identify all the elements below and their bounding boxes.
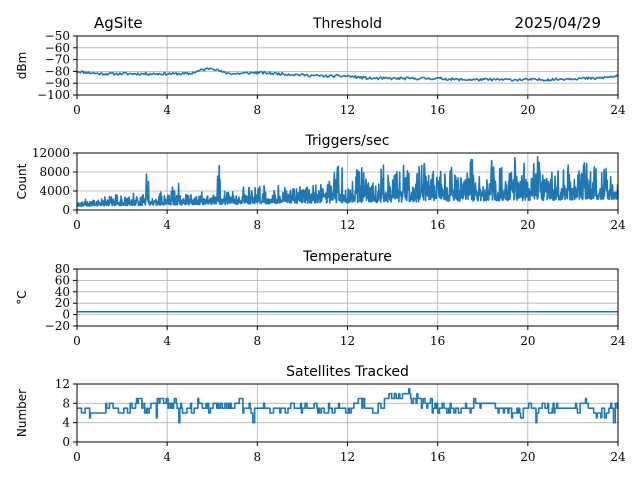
- y-axis-label: Number: [15, 389, 29, 437]
- y-tick-label: 12: [55, 377, 70, 391]
- y-tick-label: −100: [37, 88, 70, 102]
- x-tick-label: 0: [73, 450, 81, 464]
- panel-title: Satellites Tracked: [286, 364, 409, 380]
- x-tick-label: 24: [610, 334, 626, 348]
- y-tick-label: 8: [62, 396, 70, 410]
- x-tick-label: 8: [254, 218, 262, 232]
- panel-2: 0 4 8 12 16 20 24 0 4000 8000 12000 Triggers/sec Cou…: [15, 133, 626, 232]
- panel-title: Temperature: [302, 249, 392, 265]
- x-tick-label: 12: [340, 103, 355, 117]
- x-tick-label: 4: [163, 450, 171, 464]
- y-axis-label: °C: [15, 290, 29, 304]
- y-tick-label: −90: [45, 76, 70, 90]
- x-tick-label: 20: [520, 103, 535, 117]
- x-tick-label: 4: [163, 334, 171, 348]
- panel-1: 0 4 8 12 16 20 24 −100−90−80−70−60−50 Threshold d…: [15, 16, 626, 117]
- y-tick-label: 0: [62, 435, 70, 449]
- x-tick-label: 0: [73, 218, 81, 232]
- y-tick-label: −80: [45, 64, 70, 78]
- x-tick-label: 4: [163, 218, 171, 232]
- y-tick-label: −50: [45, 29, 70, 43]
- y-tick-label: −20: [45, 319, 70, 333]
- panels: 0 4 8 12 16 20 24 −100−90−80−70−60−50 Threshold d…: [15, 16, 626, 464]
- y-tick-label: 0: [62, 308, 70, 322]
- y-tick-label: 80: [55, 262, 70, 276]
- y-tick-label: 4: [62, 416, 70, 430]
- x-tick-label: 16: [430, 103, 445, 117]
- x-tick-label: 0: [73, 103, 81, 117]
- y-tick-label: 40: [55, 285, 70, 299]
- x-tick-label: 24: [610, 450, 626, 464]
- x-tick-label: 16: [430, 450, 445, 464]
- x-tick-label: 20: [520, 334, 535, 348]
- y-tick-label: −60: [45, 41, 70, 55]
- y-tick-label: 20: [55, 296, 70, 310]
- x-tick-label: 8: [254, 450, 262, 464]
- x-tick-label: 16: [430, 334, 445, 348]
- x-tick-label: 12: [340, 334, 355, 348]
- x-tick-label: 24: [610, 218, 626, 232]
- y-tick-label: 12000: [32, 146, 70, 160]
- series-line: [76, 155, 619, 207]
- series-path: [76, 155, 619, 207]
- x-tick-label: 8: [254, 334, 262, 348]
- x-tick-label: 12: [340, 218, 355, 232]
- y-tick-label: 4000: [39, 184, 70, 198]
- y-axis-label: Count: [15, 163, 29, 199]
- panel-4: 0 4 8 12 16 20 24 0 4 8 12 Satellites Tracked Number: [15, 364, 626, 464]
- date-label: 2025/04/29: [515, 14, 601, 32]
- y-axis-label: dBm: [15, 52, 29, 80]
- x-tick-label: 0: [73, 334, 81, 348]
- x-tick-label: 12: [340, 450, 355, 464]
- x-tick-label: 16: [430, 218, 445, 232]
- series-path: [77, 388, 618, 424]
- series-line: [77, 388, 618, 424]
- y-tick-label: 60: [55, 273, 70, 287]
- site-label: AgSite: [94, 14, 143, 32]
- series-path: [76, 67, 619, 82]
- x-tick-label: 20: [520, 218, 535, 232]
- y-tick-label: −70: [45, 53, 70, 67]
- x-tick-label: 20: [520, 450, 535, 464]
- x-tick-label: 24: [610, 103, 626, 117]
- y-tick-label: 0: [62, 203, 70, 217]
- panel-title: Threshold: [312, 16, 382, 32]
- series-line: [76, 67, 619, 82]
- x-tick-label: 4: [163, 103, 171, 117]
- y-tick-label: 8000: [39, 165, 70, 179]
- x-tick-label: 8: [254, 103, 262, 117]
- panel-title: Triggers/sec: [305, 133, 390, 149]
